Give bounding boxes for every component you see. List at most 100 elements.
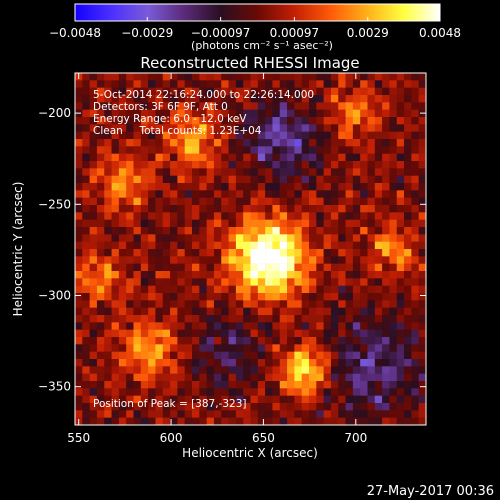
heatmap-cell [82, 95, 90, 103]
heatmap-cell [243, 73, 251, 81]
heatmap-cell [82, 256, 90, 264]
heatmap-cell [418, 124, 427, 132]
heatmap-cell [257, 344, 266, 352]
heatmap-cell [184, 175, 193, 184]
heatmap-cell [301, 234, 310, 242]
heatmap-cell [177, 153, 185, 162]
heatmap-cell [418, 271, 427, 279]
heatmap-cell [235, 168, 244, 176]
heatmap-cell [221, 337, 229, 345]
heatmap-cell [367, 307, 376, 316]
heatmap-cell [382, 234, 390, 242]
heatmap-cell [418, 322, 427, 330]
heatmap-cell [287, 117, 295, 125]
heatmap-cell [118, 417, 127, 426]
heatmap-cell [279, 205, 288, 213]
heatmap-cell [272, 256, 281, 264]
heatmap-cell [360, 175, 368, 184]
heatmap-cell [389, 219, 398, 228]
heatmap-cell [265, 87, 273, 96]
heatmap-cell [177, 395, 185, 404]
heatmap-cell [330, 359, 339, 367]
heatmap-cell [243, 124, 251, 132]
heatmap-cell [360, 227, 368, 235]
heatmap-cell [148, 102, 156, 110]
heatmap-cell [118, 190, 127, 198]
heatmap-cell [404, 190, 412, 198]
heatmap-cell [396, 219, 405, 228]
heatmap-cell [184, 117, 193, 125]
heatmap-cell [287, 190, 295, 198]
heatmap-cell [287, 161, 295, 169]
heatmap-cell [294, 80, 302, 88]
heatmap-cell [104, 351, 112, 360]
heatmap-cell [155, 300, 164, 308]
heatmap-cell [140, 337, 149, 345]
heatmap-cell [206, 285, 215, 294]
heatmap-cell [75, 285, 83, 294]
heatmap-cell [140, 322, 149, 330]
heatmap-cell [111, 278, 120, 286]
heatmap-cell [235, 161, 244, 169]
heatmap-cell [126, 263, 134, 272]
heatmap-cell [257, 381, 266, 389]
heatmap-cell [126, 241, 134, 250]
heatmap-cell [140, 102, 149, 110]
heatmap-cell [309, 395, 317, 404]
heatmap-cell [96, 388, 105, 396]
heatmap-cell [396, 417, 405, 426]
heatmap-cell [411, 395, 419, 404]
heatmap-cell [389, 124, 398, 132]
heatmap-cell [250, 337, 259, 345]
heatmap-cell [360, 388, 368, 396]
heatmap-cell [192, 329, 200, 338]
heatmap-cell [265, 271, 273, 279]
heatmap-cell [257, 285, 266, 294]
heatmap-cell [213, 153, 222, 162]
heatmap-cell [118, 168, 127, 176]
heatmap-cell [257, 256, 266, 264]
heatmap-cell [294, 351, 302, 360]
heatmap-cell [287, 80, 295, 88]
heatmap-cell [418, 410, 427, 418]
heatmap-cell [279, 102, 288, 110]
heatmap-cell [374, 388, 383, 396]
heatmap-cell [345, 366, 354, 374]
heatmap-cell [96, 263, 105, 272]
heatmap-cell [184, 183, 193, 191]
heatmap-cell [192, 285, 200, 294]
heatmap-cell [352, 131, 361, 140]
heatmap-cell [389, 366, 398, 374]
heatmap-cell [75, 190, 83, 198]
heatmap-cell [287, 278, 295, 286]
heatmap-cell [279, 403, 288, 411]
heatmap-cell [213, 241, 222, 250]
heatmap-cell [118, 388, 127, 396]
heatmap-cell [235, 388, 244, 396]
heatmap-cell [213, 373, 222, 382]
heatmap-cell [192, 73, 200, 81]
heatmap-cell [301, 205, 310, 213]
heatmap-cell [118, 256, 127, 264]
heatmap-cell [177, 139, 185, 147]
heatmap-cell [418, 395, 427, 404]
heatmap-cell [104, 212, 112, 220]
heatmap-cell [170, 359, 178, 367]
heatmap-cell [352, 344, 361, 352]
heatmap-cell [301, 410, 310, 418]
heatmap-cell [294, 227, 302, 235]
heatmap-cell [192, 351, 200, 360]
heatmap-cell [396, 102, 405, 110]
heatmap-cell [272, 263, 281, 272]
heatmap-cell [96, 117, 105, 125]
heatmap-cell [111, 109, 120, 118]
heatmap-cell [111, 241, 120, 250]
heatmap-cell [418, 344, 427, 352]
heatmap-cell [279, 80, 288, 88]
heatmap-cell [309, 388, 317, 396]
heatmap-cell [294, 95, 302, 103]
heatmap-cell [140, 80, 149, 88]
heatmap-cell [221, 241, 229, 250]
x-tick-label: 600 [160, 431, 183, 445]
